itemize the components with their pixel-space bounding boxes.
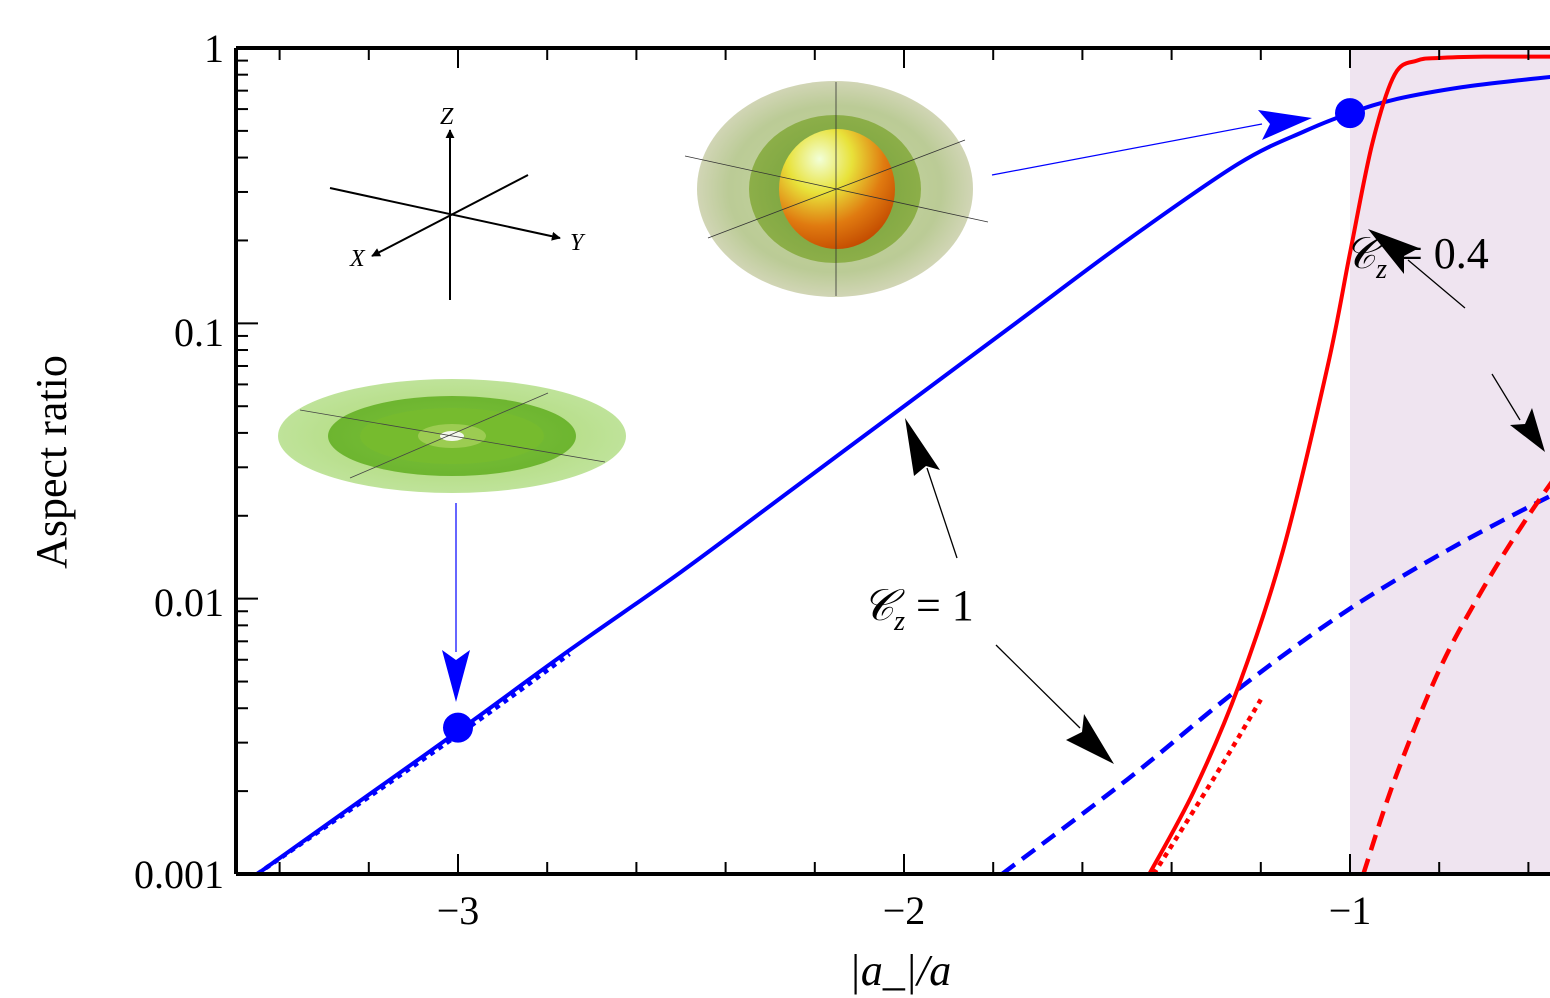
- data-point-1: [1335, 98, 1365, 129]
- series-line-3: [1147, 54, 1550, 875]
- x-tick-label: −1: [1329, 888, 1372, 933]
- cz-value: = 0.4: [1387, 229, 1489, 278]
- series-line-0: [256, 74, 1550, 876]
- x-tick-label: −3: [437, 888, 480, 933]
- y-tick-label: 0.001: [134, 852, 224, 897]
- series-line-1: [256, 652, 571, 876]
- cz-value: = 1: [905, 581, 974, 630]
- y-tick-label: 1: [204, 26, 224, 71]
- pointer-arrows: [442, 110, 1545, 764]
- x-axis-title: |a_|/a: [849, 946, 951, 995]
- y-tick-label: 0.01: [154, 580, 224, 625]
- svg-text:𝒞z = 0.4: 𝒞z = 0.4: [1344, 229, 1489, 285]
- annotation-cz-1: 𝒞z = 1: [862, 581, 974, 637]
- series-layer: [256, 54, 1550, 876]
- disc-illustration: [278, 379, 626, 493]
- inset-coordinate-axes: [329, 129, 561, 300]
- ellipsoid-illustration: [684, 81, 989, 297]
- annotation-cz-04: 𝒞z = 0.4: [1344, 229, 1489, 285]
- x-tick-label: −2: [883, 888, 926, 933]
- y-axis-title: Aspect ratio: [27, 355, 76, 569]
- shaded-region: [1350, 48, 1550, 874]
- inset-y-label: Y: [570, 230, 586, 256]
- axes: [234, 46, 1550, 876]
- cz-subscript: z: [1375, 254, 1387, 285]
- cz-subscript: z: [893, 606, 905, 637]
- svg-text:𝒞z = 1: 𝒞z = 1: [862, 581, 974, 637]
- data-point-0: [443, 712, 473, 743]
- series-line-2: [1000, 493, 1550, 876]
- inset-x-label: X: [349, 246, 366, 272]
- x-tick-labels: −3 −2 −1: [437, 888, 1372, 933]
- y-tick-labels: 1 0.1 0.01 0.001: [134, 26, 224, 897]
- inset-z-label: Z: [440, 104, 454, 130]
- y-tick-label: 0.1: [174, 310, 224, 355]
- series-line-4: [1151, 698, 1263, 876]
- series-line-5: [1361, 480, 1550, 875]
